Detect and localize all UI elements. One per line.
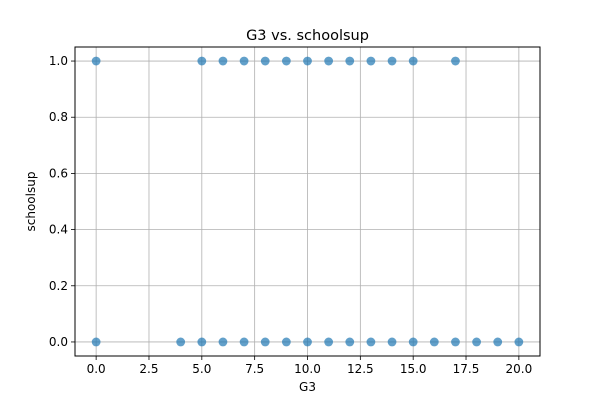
grid <box>75 47 540 356</box>
x-tick-label: 20.0 <box>506 362 533 376</box>
x-tick-label: 7.5 <box>245 362 264 376</box>
y-tick-label: 1.0 <box>49 54 68 68</box>
data-point <box>281 56 291 66</box>
data-point <box>197 337 207 347</box>
data-point <box>387 337 397 347</box>
y-tick-label: 0.4 <box>49 223 68 237</box>
y-tick-label: 0.0 <box>49 335 68 349</box>
data-point <box>387 56 397 66</box>
data-point <box>345 337 355 347</box>
data-point <box>260 337 270 347</box>
x-tick-label: 17.5 <box>453 362 480 376</box>
x-tick-label: 15.0 <box>400 362 427 376</box>
data-point <box>303 337 312 347</box>
data-point <box>176 337 186 347</box>
y-tick-label: 0.8 <box>49 110 68 124</box>
x-axis-label: G3 <box>299 380 316 394</box>
data-point <box>91 56 101 66</box>
y-tick-label: 0.2 <box>49 279 68 293</box>
data-point <box>239 337 249 347</box>
data-point <box>493 337 503 347</box>
x-tick-label: 12.5 <box>347 362 374 376</box>
data-points <box>91 56 524 347</box>
data-point <box>408 56 418 66</box>
data-point <box>514 337 524 347</box>
data-point <box>451 56 460 66</box>
data-point <box>429 337 439 347</box>
x-tick-label: 5.0 <box>192 362 211 376</box>
data-point <box>260 56 270 66</box>
x-tick-label: 10.0 <box>294 362 321 376</box>
data-point <box>91 337 101 347</box>
chart-title: G3 vs. schoolsup <box>246 28 369 44</box>
x-tick-label: 2.5 <box>139 362 158 376</box>
y-axis-label: schoolsup <box>24 172 38 232</box>
data-point <box>324 337 334 347</box>
data-point <box>281 337 291 347</box>
data-point <box>303 56 312 66</box>
x-tick-label: 0.0 <box>87 362 106 376</box>
data-point <box>239 56 249 66</box>
data-point <box>472 337 481 347</box>
data-point <box>218 56 228 66</box>
data-point <box>324 56 334 66</box>
data-point <box>218 337 228 347</box>
axis-ticks: 0.0 2.5 5.0 7.5 10.0 12.5 15.0 17.5 20.0 0.0 0.2 0.… <box>49 54 532 376</box>
data-point <box>366 337 376 347</box>
data-point <box>451 337 460 347</box>
data-point <box>197 56 207 66</box>
data-point <box>345 56 355 66</box>
data-point <box>366 56 376 66</box>
y-tick-label: 0.6 <box>49 166 68 180</box>
data-point <box>408 337 418 347</box>
